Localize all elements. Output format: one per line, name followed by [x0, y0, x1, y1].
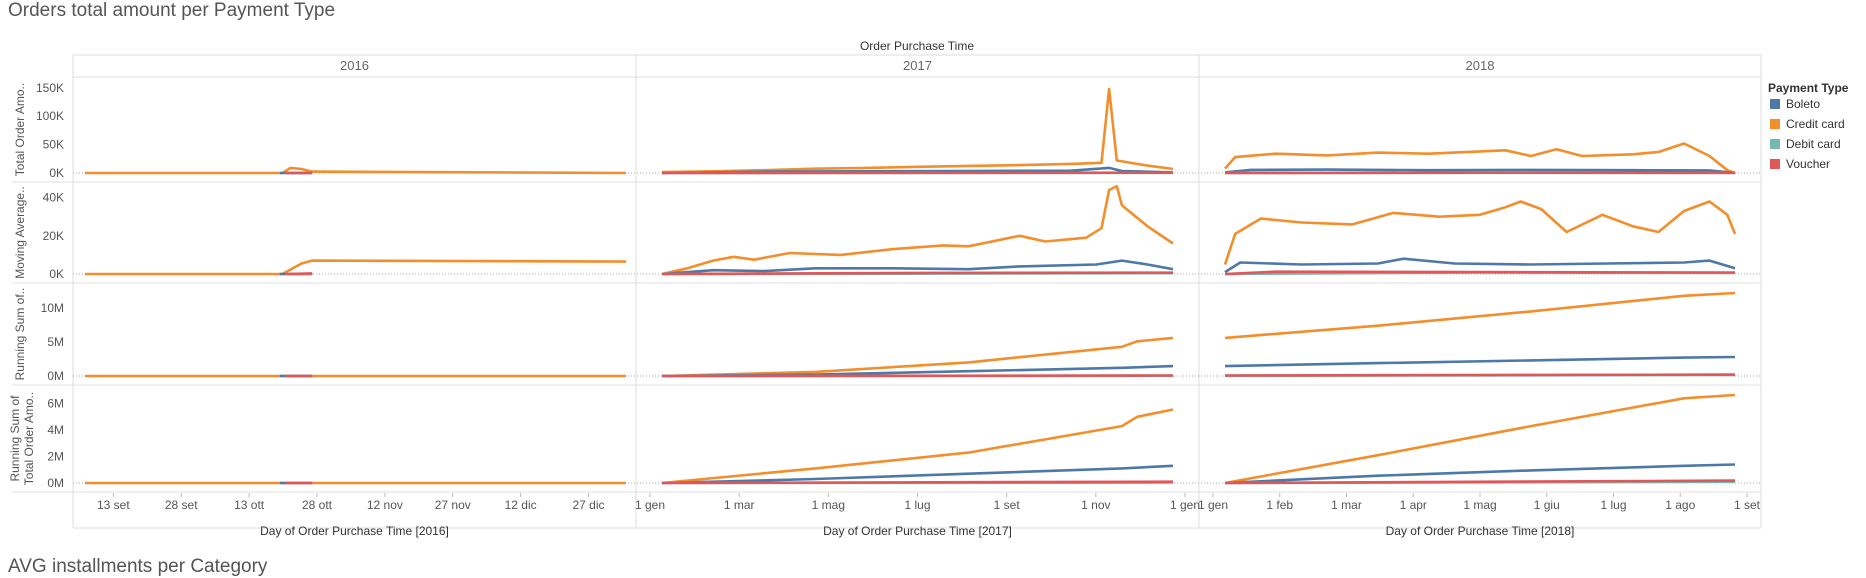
legend-label-debit-card: Debit card [1786, 137, 1841, 151]
x-tick-2018-5: 1 giu [1534, 498, 1560, 512]
x-tick-2018-0: 1 gen [1198, 498, 1228, 512]
next-sheet-title: AVG installments per Category [8, 556, 267, 578]
series-voucher-row2-2018 [1225, 375, 1735, 376]
legend-label-boleto: Boleto [1786, 97, 1820, 111]
x-tick-2017-3: 1 lug [904, 498, 930, 512]
legend-swatch-voucher [1770, 159, 1780, 169]
row-3-tick-6M: 6M [47, 397, 64, 411]
series-voucher-row1-2016 [285, 273, 312, 274]
legend-title: Payment Type [1768, 81, 1849, 95]
series-boleto-row1-2018 [1225, 259, 1735, 272]
series-voucher-row2-2017 [662, 376, 1173, 377]
legend-label-voucher: Voucher [1786, 157, 1830, 171]
row-0-tick-50K: 50K [43, 138, 64, 152]
series-credit-card-row2-2018 [1225, 293, 1735, 338]
series-credit-card-row1-2018 [1225, 202, 1735, 265]
year-header-2018: 2018 [1466, 58, 1495, 73]
series-voucher-row3-2017 [662, 482, 1173, 483]
series-credit-card-row3-2017 [662, 410, 1173, 484]
x-tick-2018-1: 1 feb [1266, 498, 1293, 512]
x-axis-label-2017: Day of Order Purchase Time [2017] [823, 524, 1012, 538]
series-voucher-row1-2017 [662, 273, 1173, 274]
x-tick-2018-7: 1 ago [1665, 498, 1695, 512]
row-0-tick-0K: 0K [49, 166, 64, 180]
column-header-title: Order Purchase Time [860, 39, 974, 53]
row-2-tick-5M: 5M [47, 335, 64, 349]
row-1-tick-40K: 40K [43, 191, 64, 205]
series-boleto-row2-2018 [1225, 357, 1735, 366]
x-tick-2017-4: 1 set [994, 498, 1021, 512]
x-axis-label-2018: Day of Order Purchase Time [2018] [1386, 524, 1575, 538]
x-tick-2017-6: 1 gen [1170, 498, 1200, 512]
row-1-tick-0K: 0K [49, 267, 64, 281]
x-tick-2016-4: 12 nov [367, 498, 403, 512]
legend-label-credit-card: Credit card [1786, 117, 1845, 131]
series-credit-card-row2-2017 [662, 338, 1173, 376]
row-3-tick-4M: 4M [47, 423, 64, 437]
row-2-tick-10M: 10M [41, 301, 64, 315]
x-tick-2016-0: 13 set [97, 498, 130, 512]
row-2-tick-0M: 0M [47, 369, 64, 383]
x-tick-2018-8: 1 set [1734, 498, 1761, 512]
series-credit-card-row1-2016 [85, 261, 626, 274]
row-label-2: Running Sum of.. [13, 288, 27, 381]
x-tick-2016-2: 13 ott [234, 498, 265, 512]
x-tick-2017-2: 1 mag [812, 498, 845, 512]
row-label-0: Total Order Amo.. [13, 83, 27, 176]
x-tick-2016-3: 28 ott [302, 498, 333, 512]
legend-swatch-debit-card [1770, 139, 1780, 149]
x-tick-2017-1: 1 mar [724, 498, 755, 512]
year-header-2017: 2017 [903, 58, 932, 73]
x-tick-2016-7: 27 dic [572, 498, 604, 512]
row-3-tick-0M: 0M [47, 476, 64, 490]
series-credit-card-row3-2018 [1225, 395, 1735, 483]
row-0-tick-100K: 100K [36, 109, 64, 123]
x-tick-2018-2: 1 mar [1331, 498, 1362, 512]
x-tick-2017-5: 1 nov [1081, 498, 1110, 512]
series-credit-card-row0-2016 [85, 168, 626, 173]
x-tick-2016-6: 12 dic [505, 498, 537, 512]
row-label-line: Total Order Amo.. [22, 392, 36, 485]
row-label-1: Moving Average.. [13, 186, 27, 279]
x-tick-2018-6: 1 lug [1600, 498, 1626, 512]
legend-swatch-boleto [1770, 99, 1780, 109]
row-0-tick-150K: 150K [36, 81, 64, 95]
row-label-line: Running Sum of [8, 395, 22, 482]
x-tick-2018-3: 1 apr [1400, 498, 1427, 512]
series-credit-card-row0-2017 [662, 89, 1173, 172]
x-tick-2016-1: 28 set [165, 498, 198, 512]
row-3-tick-2M: 2M [47, 450, 64, 464]
series-credit-card-row1-2017 [662, 186, 1173, 274]
x-tick-2018-4: 1 mag [1463, 498, 1496, 512]
row-label-3: Running Sum ofTotal Order Amo.. [8, 392, 36, 485]
x-tick-2016-5: 27 nov [435, 498, 471, 512]
x-tick-2017-0: 1 gen [635, 498, 665, 512]
x-axis-label-2016: Day of Order Purchase Time [2016] [260, 524, 449, 538]
legend-swatch-credit-card [1770, 119, 1780, 129]
payment-type-chart: Order Purchase Time 2016 2017 2018 Total Ord… [0, 0, 1866, 564]
year-header-2016: 2016 [340, 58, 369, 73]
row-1-tick-20K: 20K [43, 229, 64, 243]
